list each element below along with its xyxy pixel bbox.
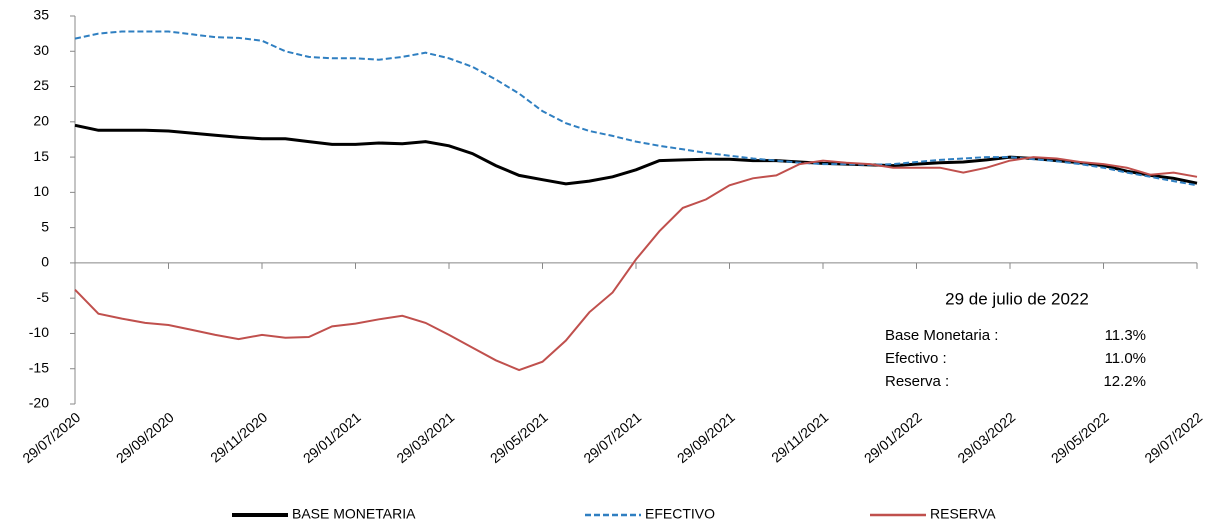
annotation-value: 11.0% [1105,350,1146,367]
annotation-title: 29 de julio de 2022 [945,289,1089,308]
series-line [74,156,1198,372]
x-tick-label: 29/01/2022 [861,409,925,466]
x-tick-label: 29/05/2021 [487,409,551,466]
legend-label: EFECTIVO [645,506,715,522]
y-tick-label: -5 [37,289,50,305]
x-tick-label: 29/03/2021 [393,409,457,466]
x-tick-label: 29/07/2020 [19,409,83,466]
x-tick-label: 29/01/2021 [300,409,364,466]
annotation-label: Reserva : [885,373,949,390]
x-tick-label: 29/11/2021 [768,409,831,466]
x-tick-label: 29/03/2022 [954,409,1018,466]
y-tick-label: 10 [33,183,49,199]
legend-label: RESERVA [930,506,996,522]
y-tick-label: -15 [29,359,49,375]
x-tick-label: 29/09/2020 [113,409,177,466]
x-tick-label: 29/07/2021 [580,409,644,466]
series-line [74,30,1198,187]
y-tick-label: 5 [41,218,49,234]
y-tick-label: 25 [33,77,49,93]
series-line [74,123,1198,186]
y-tick-label: 30 [33,42,49,58]
x-tick-label: 29/07/2022 [1141,409,1205,466]
y-tick-label: 20 [33,113,49,129]
y-tick-label: 0 [41,254,49,270]
y-tick-label: 15 [33,148,49,164]
annotation-label: Base Monetaria : [885,327,998,344]
x-tick-label: 29/09/2021 [674,409,738,466]
legend-label: BASE MONETARIA [292,506,416,522]
y-tick-label: -10 [29,324,49,340]
annotation-label: Efectivo : [885,350,947,367]
annotation-value: 12.2% [1103,373,1146,390]
y-tick-label: 35 [33,7,49,23]
x-tick-label: 29/05/2022 [1048,409,1112,466]
y-tick-label: -20 [29,395,49,411]
annotation-value: 11.3% [1105,327,1146,344]
x-tick-label: 29/11/2020 [207,409,270,466]
